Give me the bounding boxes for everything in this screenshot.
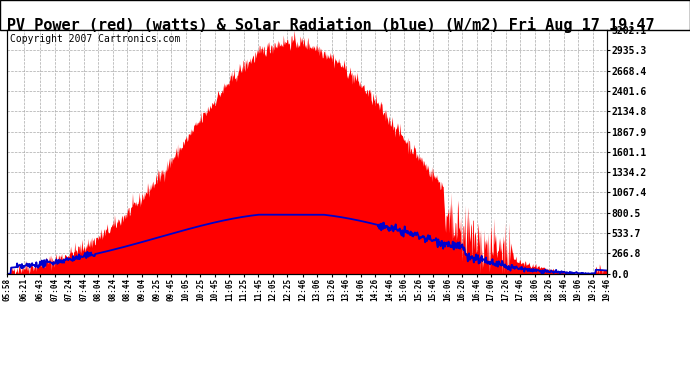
Text: Copyright 2007 Cartronics.com: Copyright 2007 Cartronics.com bbox=[10, 34, 180, 44]
Text: Total PV Power (red) (watts) & Solar Radiation (blue) (W/m2) Fri Aug 17 19:47: Total PV Power (red) (watts) & Solar Rad… bbox=[0, 17, 655, 33]
